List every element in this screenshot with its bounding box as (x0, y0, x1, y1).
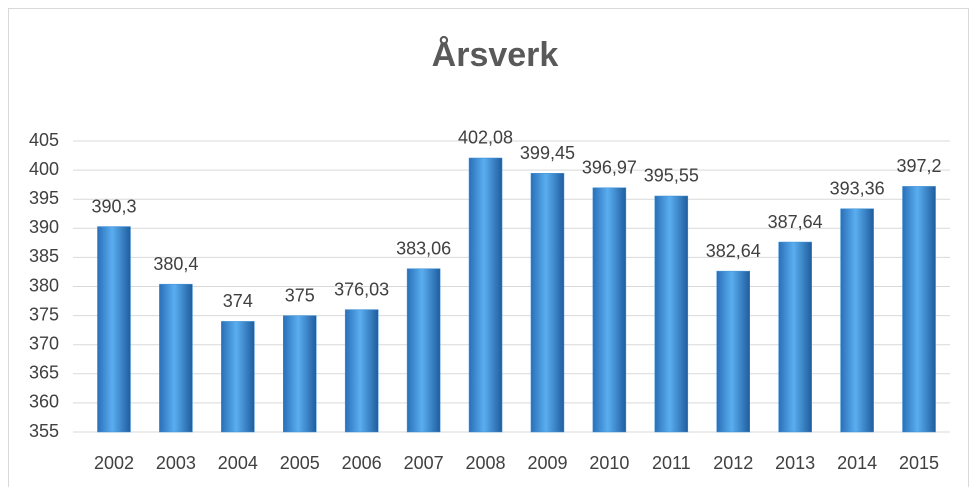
bar (902, 186, 936, 433)
bar (592, 187, 627, 433)
bar (221, 321, 255, 433)
bar (406, 268, 441, 433)
bar (344, 309, 379, 433)
y-tick-label: 385 (29, 246, 59, 266)
bar (468, 157, 503, 433)
x-tick-label: 2008 (466, 453, 506, 473)
y-tick-label: 380 (29, 275, 59, 295)
x-tick-label: 2005 (280, 453, 320, 473)
y-tick-label: 370 (29, 333, 59, 353)
data-label: 376,03 (334, 279, 389, 299)
x-tick-label: 2004 (218, 453, 258, 473)
data-label: 380,4 (153, 254, 198, 274)
x-tick-label: 2007 (404, 453, 444, 473)
data-label: 387,64 (768, 212, 823, 232)
bar (778, 241, 812, 433)
bar (840, 208, 874, 433)
x-tick-label: 2011 (652, 453, 691, 473)
x-tick-label: 2002 (94, 453, 134, 473)
chart-title: Årsverk (432, 36, 559, 74)
x-tick-label: 2012 (713, 453, 753, 473)
y-tick-label: 355 (29, 421, 59, 441)
data-label: 397,2 (897, 156, 942, 176)
data-label: 399,45 (520, 143, 575, 163)
data-label: 402,08 (458, 128, 513, 148)
x-tick-label: 2013 (775, 453, 815, 473)
x-tick-label: 2009 (527, 453, 567, 473)
data-label: 383,06 (396, 238, 451, 258)
bar (716, 270, 750, 433)
x-tick-label: 2014 (837, 453, 877, 473)
y-tick-label: 400 (29, 159, 59, 179)
y-tick-label: 375 (29, 304, 59, 324)
x-tick-label: 2003 (156, 453, 196, 473)
y-tick-label: 395 (29, 188, 59, 208)
data-label: 390,3 (91, 196, 136, 216)
data-label: 395,55 (644, 166, 699, 186)
y-tick-label: 405 (29, 130, 59, 150)
x-tick-label: 2006 (342, 453, 382, 473)
data-label: 396,97 (582, 157, 637, 177)
bar (283, 315, 317, 433)
bar (97, 226, 131, 433)
y-tick-label: 365 (29, 363, 59, 383)
data-label: 382,64 (706, 241, 761, 261)
data-label: 374 (223, 291, 253, 311)
y-tick-label: 390 (29, 217, 59, 237)
y-tick-label: 360 (29, 392, 59, 412)
bar (654, 195, 689, 433)
x-tick-label: 2015 (899, 453, 939, 473)
data-label: 375 (285, 285, 315, 305)
x-tick-label: 2010 (589, 453, 629, 473)
data-label: 393,36 (830, 178, 885, 198)
bar (159, 283, 193, 433)
bar (530, 173, 565, 433)
